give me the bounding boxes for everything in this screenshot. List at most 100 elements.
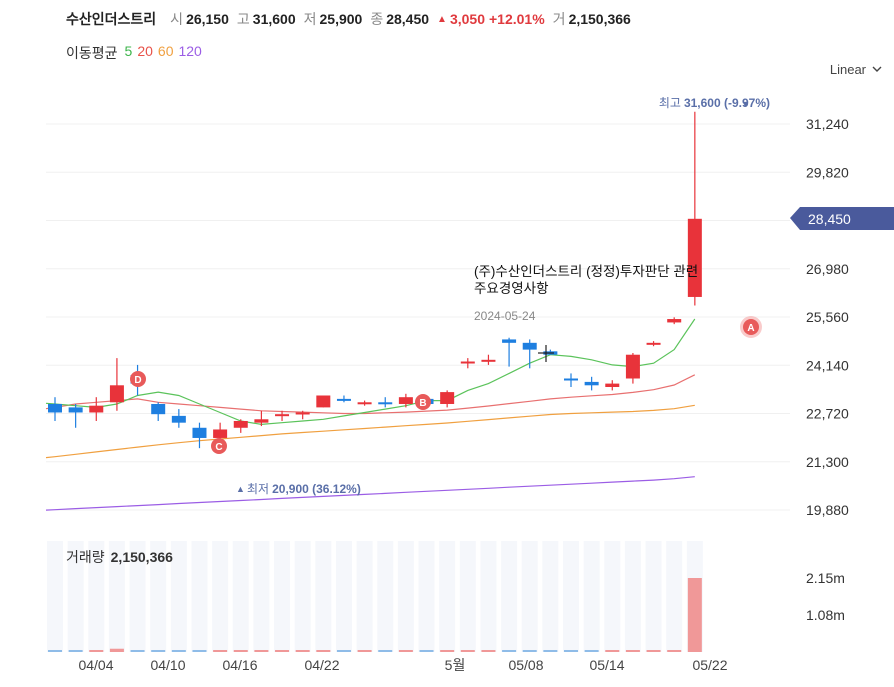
candle[interactable] — [48, 397, 62, 421]
marker-c[interactable]: C — [211, 438, 227, 454]
low-annotation: 최저 20,900 (36.12%) — [247, 482, 361, 496]
candle[interactable] — [151, 402, 165, 421]
candle-body — [254, 419, 268, 422]
price-tick-label: 31,240 — [806, 116, 849, 132]
candle-body — [316, 395, 330, 407]
candle-body — [667, 319, 681, 322]
candle[interactable] — [523, 339, 537, 368]
current-price-label: 28,450 — [808, 211, 851, 227]
candle[interactable] — [110, 358, 124, 411]
candle[interactable] — [626, 353, 640, 384]
candle[interactable] — [647, 341, 661, 346]
marker-a-label: A — [747, 323, 754, 334]
volume-bar — [461, 650, 475, 652]
candle-body — [110, 385, 124, 402]
volume-bg-column — [212, 541, 228, 652]
candle-body — [481, 360, 495, 362]
volume-bar — [358, 650, 372, 652]
volume-bg-column — [253, 541, 269, 652]
candle-body — [440, 392, 454, 404]
low-annotation-value: 20,900 (36.12%) — [272, 482, 361, 496]
volume-bar — [337, 650, 351, 652]
candle[interactable] — [316, 395, 330, 407]
high-annotation-value: 31,600 (-9.97%) — [684, 96, 770, 110]
volume-bg-column — [336, 541, 352, 652]
volume-bar — [192, 650, 206, 652]
price-tick-label: 25,560 — [806, 309, 849, 325]
volume-bar — [296, 650, 310, 652]
candle-body — [192, 428, 206, 438]
ma120-line — [46, 477, 695, 510]
volume-bg-column — [357, 541, 373, 652]
candle[interactable] — [337, 395, 351, 402]
volume-bar — [647, 650, 661, 652]
volume-bar — [667, 650, 681, 652]
volume-bg-column — [377, 541, 393, 652]
volume-bg-column — [646, 541, 662, 652]
candle[interactable] — [213, 423, 227, 440]
date-axis: 04/04 04/10 04/16 04/22 5월 05/08 05/14 05/22 — [78, 657, 727, 673]
volume-panel-title: 거래량 — [66, 549, 105, 565]
candle[interactable] — [440, 390, 454, 407]
marker-b[interactable]: B — [415, 394, 431, 410]
marker-d-label: D — [134, 375, 141, 386]
news-date: 2024-05-24 — [474, 309, 536, 323]
candle[interactable] — [605, 380, 619, 390]
volume-bar — [481, 650, 495, 652]
date-tick-label: 05/14 — [589, 657, 624, 673]
volume-tick-label: 2.15m — [806, 570, 845, 586]
candle[interactable] — [358, 401, 372, 406]
price-axis: 19,88021,30022,72024,14025,56026,98029,8… — [806, 116, 849, 518]
candle[interactable] — [502, 338, 516, 367]
candle-body — [502, 339, 516, 342]
candle-body — [399, 397, 413, 404]
marker-c-label: C — [215, 442, 222, 453]
candle[interactable] — [378, 397, 392, 407]
news-title-line1[interactable]: (주)수산인더스트리 (정정)투자판단 관련 — [474, 264, 698, 279]
ma5-line — [46, 319, 695, 424]
high-annotation: 최고 31,600 (-9.97%) — [659, 96, 770, 110]
volume-bg-column — [604, 541, 620, 652]
candles — [48, 112, 702, 448]
candle[interactable] — [234, 419, 248, 433]
price-tick-label: 19,880 — [806, 502, 849, 518]
price-tick-label: 22,720 — [806, 406, 849, 422]
volume-bg-column — [315, 541, 331, 652]
candle-body — [688, 219, 702, 297]
volume-bar — [688, 578, 702, 652]
price-tick-label: 29,820 — [806, 164, 849, 180]
candle[interactable] — [275, 411, 289, 421]
candle-body — [358, 402, 372, 404]
volume-tick-label: 1.08m — [806, 607, 845, 623]
volume-bg-column — [460, 541, 476, 652]
candle-body — [626, 355, 640, 379]
candle[interactable] — [69, 404, 83, 428]
candle[interactable] — [585, 377, 599, 391]
candle-body — [213, 429, 227, 437]
candle[interactable] — [481, 355, 495, 365]
candle[interactable] — [89, 397, 103, 421]
high-annotation-prefix: 최고 — [659, 96, 681, 110]
date-tick-label: 04/16 — [222, 657, 257, 673]
volume-bar — [110, 649, 124, 652]
candle[interactable] — [172, 409, 186, 428]
candle[interactable] — [461, 358, 475, 368]
candle[interactable] — [564, 373, 578, 387]
down-triangle-icon: ▼ — [741, 99, 750, 109]
volume-bg-column — [439, 541, 455, 652]
volume-bg-column — [480, 541, 496, 652]
marker-a[interactable]: A — [740, 316, 762, 338]
candle[interactable] — [192, 423, 206, 448]
date-tick-label: 05/08 — [508, 657, 543, 673]
candle[interactable] — [667, 317, 681, 324]
moving-average-lines — [46, 319, 695, 510]
candle-body — [151, 404, 165, 414]
volume-panel-value: 2,150,366 — [111, 549, 173, 565]
volume-bar — [213, 650, 227, 652]
candle-body — [564, 379, 578, 381]
news-title-line2[interactable]: 주요경영사항 — [474, 281, 549, 296]
candle[interactable] — [399, 394, 413, 408]
volume-bg-column — [274, 541, 290, 652]
marker-d[interactable]: D — [130, 371, 146, 387]
